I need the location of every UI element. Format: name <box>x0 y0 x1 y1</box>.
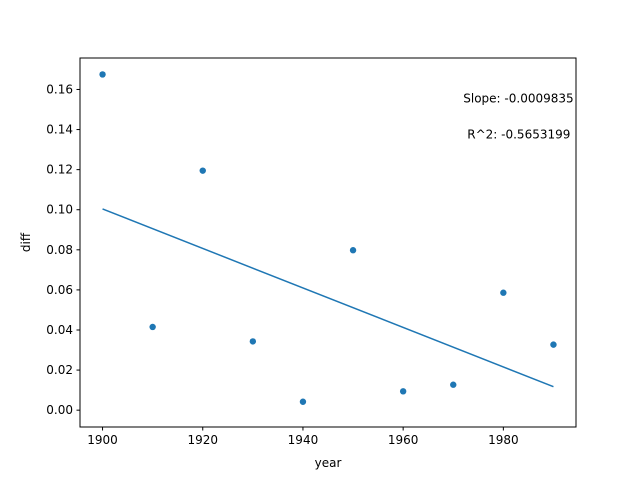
data-point <box>199 167 206 174</box>
regression-line <box>102 208 554 388</box>
slope-annotation: Slope: -0.0009835 <box>463 92 573 106</box>
data-point <box>299 398 307 405</box>
data-point <box>550 341 557 348</box>
x-tick-label: 1980 <box>488 433 519 447</box>
points-layer <box>99 71 557 405</box>
x-tick-label: 1920 <box>187 433 218 447</box>
data-point <box>399 388 407 395</box>
x-axis-label: year <box>315 456 342 470</box>
y-tick-label: 0.04 <box>46 323 73 337</box>
annotations-layer: Slope: -0.0009835 R^2: -0.5653199 <box>463 92 573 142</box>
data-point <box>149 323 156 331</box>
y-tick-label: 0.00 <box>46 403 73 417</box>
y-axis-label: diff <box>19 232 33 252</box>
y-tick-label: 0.08 <box>46 243 73 257</box>
y-tick-label: 0.06 <box>46 283 73 297</box>
data-point <box>99 71 106 78</box>
plot-area <box>80 58 576 427</box>
y-tick-label: 0.12 <box>46 163 73 177</box>
y-tick-label: 0.16 <box>46 82 73 96</box>
fit-layer <box>102 208 554 388</box>
y-tick-label: 0.10 <box>46 203 73 217</box>
data-point <box>249 338 257 345</box>
r2-annotation: R^2: -0.5653199 <box>467 128 570 142</box>
axes-frame <box>79 57 577 428</box>
x-tick-label: 1960 <box>388 433 419 447</box>
y-axis-ticks: 0.00 0.02 0.04 0.06 0.08 0.10 0.12 0.14 0.16 <box>46 82 80 417</box>
x-axis-ticks: 1900 1920 1940 1960 1980 <box>87 427 519 447</box>
x-tick-label: 1900 <box>87 433 118 447</box>
x-tick-label: 1940 <box>288 433 319 447</box>
y-tick-label: 0.14 <box>46 123 73 137</box>
data-point <box>349 247 357 254</box>
data-point <box>450 381 457 388</box>
y-tick-label: 0.02 <box>46 363 73 377</box>
data-point <box>500 289 507 296</box>
